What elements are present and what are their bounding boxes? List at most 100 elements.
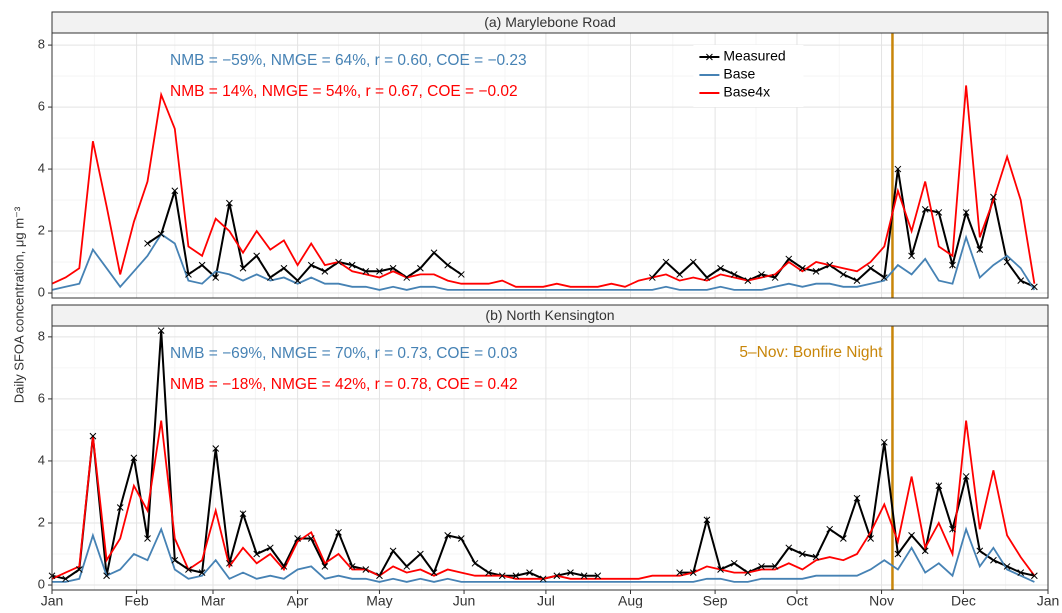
data-point [1017,569,1025,576]
data-point [894,550,902,558]
data-point [157,230,165,238]
data-point [239,264,247,272]
data-point [403,274,411,281]
data-point [744,569,752,576]
data-point [1017,277,1025,284]
y-tick-label: 6 [38,99,45,114]
data-point [457,271,465,278]
x-tick-label: Jun [453,593,476,608]
data-point [171,556,179,564]
data-point [321,563,329,570]
data-point [157,327,165,335]
data-point [144,535,151,542]
data-point [853,494,861,502]
data-point [498,572,506,580]
data-point [689,569,697,576]
data-point [676,569,683,576]
data-point [253,252,261,260]
y-tick-label: 0 [38,284,45,299]
data-point [212,445,220,452]
data-point [185,271,192,278]
data-point [1031,572,1038,580]
data-point [730,271,738,278]
annotation: NMB = −59%, NMGE = 64%, r = 0.60, COE = … [170,52,527,69]
data-point [294,277,301,284]
data-point [785,544,793,552]
data-point [976,547,984,555]
data-point [362,566,370,573]
annotation: NMB = −69%, NMGE = 70%, r = 0.73, COE = … [170,345,518,362]
plot-background [52,326,1048,590]
y-tick-label: 2 [38,222,45,237]
x-tick-label: Aug [618,593,643,608]
data-point [526,569,533,576]
y-tick-label: 8 [38,37,45,52]
data-point [758,563,765,570]
data-point [935,209,943,216]
data-point [785,255,793,263]
data-point [799,550,806,558]
reference-label: 5–Nov: Bonfire Night [739,344,883,361]
data-point [812,553,820,561]
data-point [990,193,997,201]
panel-title: (a) Marylebone Road [484,14,616,30]
data-point [839,535,847,542]
annotation: NMB = −18%, NMGE = 42%, r = 0.78, COE = … [170,376,518,393]
data-point [826,525,834,533]
data-point [171,187,179,195]
data-point [307,535,315,542]
x-tick-label: Sep [703,593,728,608]
data-point [921,547,929,555]
data-point [253,550,261,558]
data-point [771,563,779,570]
data-point [962,473,970,480]
data-point [553,572,561,580]
data-point [239,510,247,518]
plot-frame [51,32,1049,299]
data-point [758,271,765,278]
data-point [730,559,738,567]
y-tick-label: 2 [38,514,45,529]
data-point [880,274,888,281]
data-point [362,267,370,275]
data-point [880,438,888,446]
data-point [307,261,315,269]
data-point [717,264,724,272]
data-point [348,563,356,570]
data-point [348,261,356,269]
y-tick-label: 8 [38,328,45,343]
data-point [826,261,834,269]
data-point [266,274,274,281]
plot-frame [51,325,1049,591]
series-line [51,85,1036,288]
legend-label: Measured [723,48,785,64]
data-point [853,277,861,284]
x-tick-label: Apr [287,593,309,608]
data-point [471,559,479,567]
data-point [485,569,492,576]
data-point [867,264,874,272]
data-point [75,566,83,573]
data-point [430,249,438,257]
data-point [444,261,452,269]
legend-label: Base [723,66,755,82]
data-point [144,240,151,247]
x-tick-label: Feb [125,593,149,608]
data-point [376,572,383,580]
data-point [867,535,874,542]
data-point [226,199,233,207]
series-line [52,526,1035,583]
data-point [417,550,424,558]
data-point [949,525,956,533]
data-point [280,563,288,570]
x-tick-label: Jan [41,593,64,608]
data-point [949,261,956,269]
y-tick-label: 6 [38,390,45,405]
data-point [689,258,697,266]
data-point [744,277,752,284]
panel-title: (b) North Kensington [485,307,614,323]
data-point [266,544,274,552]
data-point [89,432,97,440]
data-point [676,271,683,278]
